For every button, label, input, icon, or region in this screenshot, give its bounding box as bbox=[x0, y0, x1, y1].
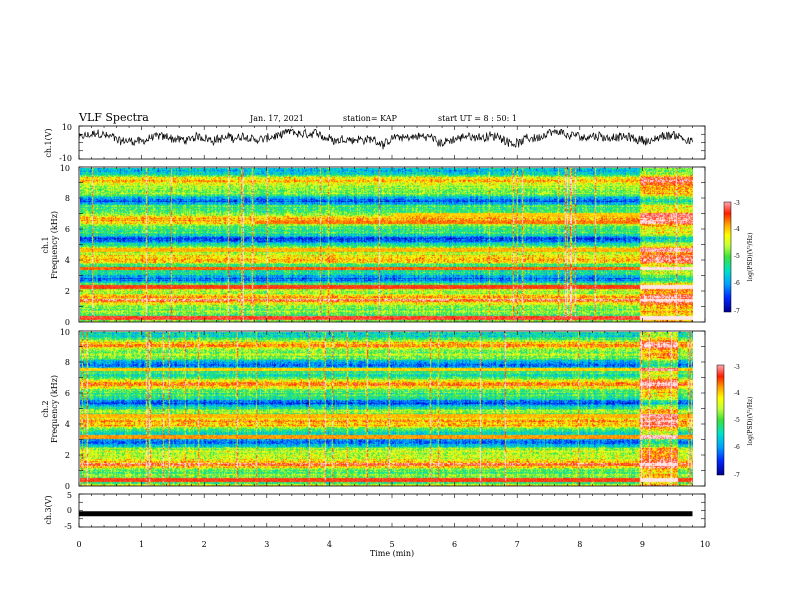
time-tick-label: 2 bbox=[202, 540, 207, 549]
ch3-ytick-mid: 0 bbox=[67, 506, 72, 515]
ch1-spectrogram-yticks: 0 2 4 6 8 10 bbox=[60, 164, 70, 327]
ch1-spec-ylabel-line2: Frequency (kHz) bbox=[50, 211, 59, 279]
ch1-freq-tick-4: 4 bbox=[65, 256, 70, 265]
ch2-spectrogram-heatmap bbox=[80, 332, 693, 486]
ch1-freq-tick-8: 8 bbox=[65, 194, 70, 203]
ch2-cbar-tick-m3: -3 bbox=[734, 364, 740, 371]
ch1-freq-tick-0: 0 bbox=[65, 318, 70, 327]
ch2-spectrogram-yticks: 0 2 4 6 8 10 bbox=[60, 328, 70, 491]
ch2-spectrogram-ticks bbox=[78, 330, 706, 487]
ch1-waveform-frame bbox=[78, 125, 706, 160]
ch1-cbar-tick-m7: -7 bbox=[734, 308, 740, 315]
ch2-colorbar-frame bbox=[716, 364, 725, 476]
ch1-spectrogram-panel: 0 2 4 6 8 10 ch.1 Frequency (kHz) -3 -4 … bbox=[41, 164, 754, 327]
ch2-freq-tick-6: 6 bbox=[65, 389, 70, 398]
time-tick-label: 3 bbox=[264, 540, 269, 549]
ch1-freq-tick-2: 2 bbox=[65, 287, 70, 296]
ch2-spectrogram-panel: 0 2 4 6 8 10 ch.2 Frequency (kHz) -3 -4 … bbox=[41, 328, 754, 491]
ch1-freq-tick-6: 6 bbox=[65, 225, 70, 234]
ch1-spectrogram-ticks bbox=[78, 166, 706, 323]
ch1-colorbar-label: log(PSD)(V²/Hz) bbox=[747, 233, 754, 282]
time-tick-label: 7 bbox=[515, 540, 520, 549]
ch1-waveform-panel: 10 -10 ch.1(V) bbox=[44, 123, 706, 163]
ch3-ytick-top: 5 bbox=[67, 491, 72, 500]
time-axis-label: Time (min) bbox=[370, 549, 414, 558]
ch2-freq-tick-2: 2 bbox=[65, 451, 70, 460]
ch1-ytick-top: 10 bbox=[62, 123, 72, 132]
time-tick-label: 4 bbox=[327, 540, 332, 549]
ch2-colorbar-label: log(PSD)(V²/Hz) bbox=[747, 397, 754, 446]
ch3-waveform-panel: 5 0 -5 ch.3(V) 0 1 2 3 4 5 6 7 8 9 10 Time (min) bbox=[44, 491, 710, 558]
ch2-freq-tick-0: 0 bbox=[65, 482, 70, 491]
ch1-cbar-tick-m3: -3 bbox=[734, 200, 740, 207]
figure-start-time: start UT = 8 : 50: 1 bbox=[438, 114, 517, 123]
ch1-spec-ylabel-line1: ch.1 bbox=[41, 236, 50, 253]
ch1-ylabel: ch.1(V) bbox=[44, 128, 53, 157]
time-tick-label: 5 bbox=[389, 540, 394, 549]
ch3-ylabel: ch.3(V) bbox=[44, 495, 53, 524]
ch1-colorbar bbox=[724, 202, 731, 312]
ch1-freq-tick-10: 10 bbox=[60, 164, 70, 173]
ch1-cbar-tick-m5: -5 bbox=[734, 253, 740, 260]
ch2-cbar-tick-m5: -5 bbox=[734, 417, 740, 424]
ch2-spec-ylabel-line1: ch.2 bbox=[41, 400, 50, 417]
figure-station: station= KAP bbox=[343, 114, 398, 123]
ch2-freq-tick-8: 8 bbox=[65, 358, 70, 367]
time-tick-label: 8 bbox=[577, 540, 582, 549]
ch1-ytick-bottom: -10 bbox=[59, 154, 72, 163]
ch1-colorbar-frame bbox=[723, 201, 732, 313]
time-tick-label: 1 bbox=[139, 540, 144, 549]
ch1-cbar-tick-m4: -4 bbox=[734, 226, 740, 233]
ch3-waveform-ticks bbox=[78, 493, 706, 528]
ch2-freq-tick-10: 10 bbox=[60, 328, 70, 337]
ch2-cbar-tick-m6: -6 bbox=[734, 444, 740, 451]
time-tick-label: 6 bbox=[452, 540, 457, 549]
figure-date: Jan. 17, 2021 bbox=[249, 114, 304, 123]
ch3-ytick-bottom: -5 bbox=[64, 522, 72, 531]
time-axis-tick-labels: 0 1 2 3 4 5 6 7 8 9 10 bbox=[76, 540, 710, 549]
time-tick-label: 10 bbox=[700, 540, 710, 549]
figure-title: VLF Spectra bbox=[78, 111, 149, 124]
ch2-freq-tick-4: 4 bbox=[65, 420, 70, 429]
ch2-spec-ylabel-line2: Frequency (kHz) bbox=[50, 375, 59, 443]
ch2-cbar-tick-m7: -7 bbox=[734, 472, 740, 479]
ch3-waveform-frame bbox=[78, 493, 706, 528]
time-tick-label: 0 bbox=[76, 540, 81, 549]
ch2-cbar-tick-m4: -4 bbox=[734, 390, 740, 397]
ch1-waveform-ticks bbox=[78, 125, 706, 160]
time-tick-label: 9 bbox=[640, 540, 645, 549]
ch1-spectrogram-heatmap bbox=[80, 168, 693, 322]
ch2-colorbar bbox=[717, 365, 724, 475]
ch1-waveform-trace bbox=[78, 128, 693, 150]
ch1-cbar-tick-m6: -6 bbox=[734, 280, 740, 287]
